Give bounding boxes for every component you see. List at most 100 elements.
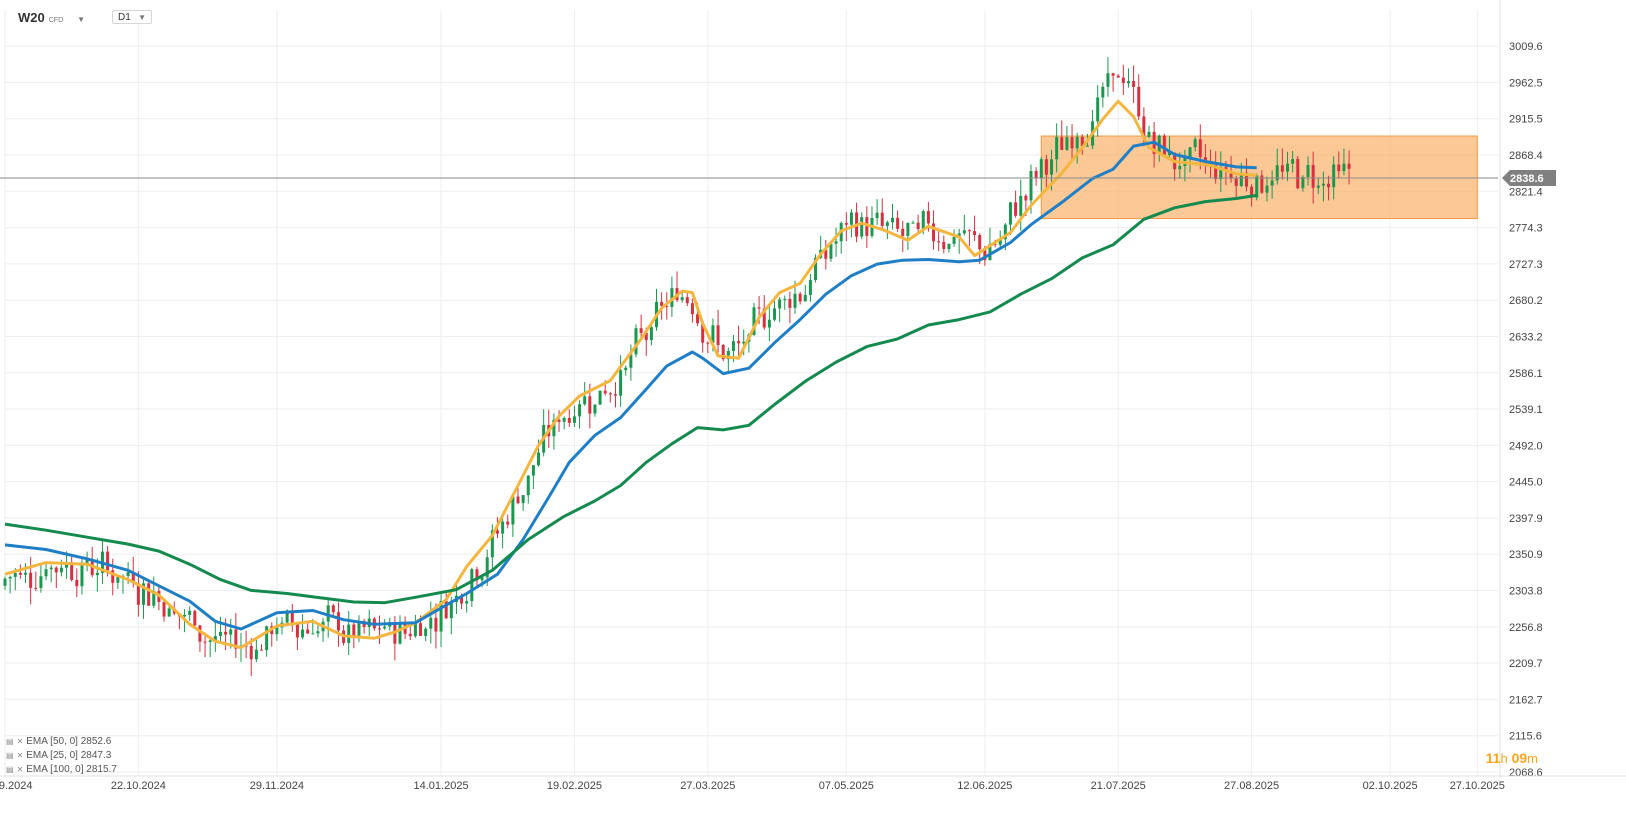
candle-body [1168,152,1172,156]
close-icon[interactable]: ✕ [16,765,24,774]
indicator-legend-item[interactable]: ▤ ✕ EMA [100, 0] 2815.7 [6,764,117,775]
candle-body [183,614,187,617]
candle-body [142,583,146,605]
candle-body [988,244,992,261]
candle-body [1327,183,1331,188]
candle-body [1239,172,1243,187]
price-zone-rect[interactable] [1040,135,1478,220]
candle-body [1116,75,1120,78]
y-tick-label: 2209.7 [1509,658,1543,670]
candle-body [429,617,433,629]
close-icon[interactable]: ✕ [16,737,24,746]
x-tick-label: 21.07.2025 [1091,780,1146,792]
candle-body [167,608,171,617]
candle-body [234,629,238,649]
candle-body [34,587,38,589]
candle-body [1193,139,1197,148]
candle-body [1321,183,1325,186]
candle-body [567,418,571,423]
candle-body [834,241,838,244]
candle-body [265,626,269,651]
candle-body [670,288,674,307]
candle-body [1214,164,1218,180]
x-tick-label: 16.09.2024 [0,780,33,792]
candle-body [39,576,43,588]
candle-body [1234,178,1238,187]
candle-body [506,521,510,525]
candle-body [932,223,936,242]
x-tick-label: 07.05.2025 [819,780,874,792]
close-icon[interactable]: ✕ [16,751,24,760]
candle-body [726,350,730,360]
x-tick-label: 14.01.2025 [414,780,469,792]
candle-body [193,610,197,626]
candle-body [639,328,643,333]
candle-body [649,327,653,341]
candle-body [85,559,89,564]
candle-body [680,297,684,301]
chevron-down-icon[interactable]: ▼ [77,15,86,24]
candle-body [444,600,448,619]
settings-icon[interactable]: ▤ [6,737,14,746]
candle-body [1050,159,1054,175]
candle-body [562,418,566,422]
candle-body [419,623,423,636]
candle-body [1296,159,1300,189]
candle-body [49,567,53,570]
candle-body [65,564,69,568]
y-tick-label: 2774.3 [1509,223,1543,235]
candle-body [824,249,828,259]
candle-body [603,390,607,394]
candle-body [962,230,966,234]
symbol-selector[interactable]: W20 CFD ▼ [18,10,85,28]
candle-body [942,241,946,250]
indicator-legend-item[interactable]: ▤ ✕ EMA [25, 0] 2847.3 [6,750,111,761]
candle-body [285,610,289,623]
y-tick-label: 2680.2 [1509,295,1543,307]
candle-body [147,583,151,606]
candle-body [521,495,525,504]
timer-hours: 11 [1485,750,1501,766]
candle-body [967,230,971,232]
settings-icon[interactable]: ▤ [6,765,14,774]
y-tick-label: 2586.1 [1509,368,1543,380]
candle-body [926,211,930,224]
candle-body [213,636,217,641]
indicator-legend-item[interactable]: ▤ ✕ EMA [50, 0] 2852.6 [6,736,111,747]
candle-body [126,572,130,576]
candle-body [983,249,987,261]
candle-body [593,404,597,414]
candle-body [778,299,782,309]
candle-body [24,572,28,575]
candle-body [875,212,879,218]
candle-body [3,578,7,586]
candle-body [1178,166,1182,170]
candle-body [424,628,428,636]
chevron-down-icon[interactable]: ▼ [138,12,146,22]
candle-body [885,222,889,227]
candle-body [690,303,694,315]
candle-body [490,530,494,558]
candle-body [18,572,22,575]
candle-body [511,496,515,525]
indicator-label: EMA [25, 0] 2847.3 [26,750,112,761]
candle-body [249,645,253,660]
candle-body [1203,157,1207,163]
candle-body [993,244,997,246]
settings-icon[interactable]: ▤ [6,751,14,760]
candle-body [762,308,766,328]
symbol-name: W20 [18,10,45,25]
candle-body [1024,195,1028,201]
timeframe-selector[interactable]: D1 ▼ [112,10,152,24]
candle-body [1055,137,1059,160]
candle-body [578,404,582,417]
current-price-label: 2838.6 [1510,173,1544,185]
candle-body [1260,175,1264,193]
y-tick-label: 2350.9 [1509,549,1543,561]
candle-body [316,631,320,634]
candle-body [901,228,905,236]
candle-body [1111,73,1115,76]
candle-body [1337,164,1341,172]
